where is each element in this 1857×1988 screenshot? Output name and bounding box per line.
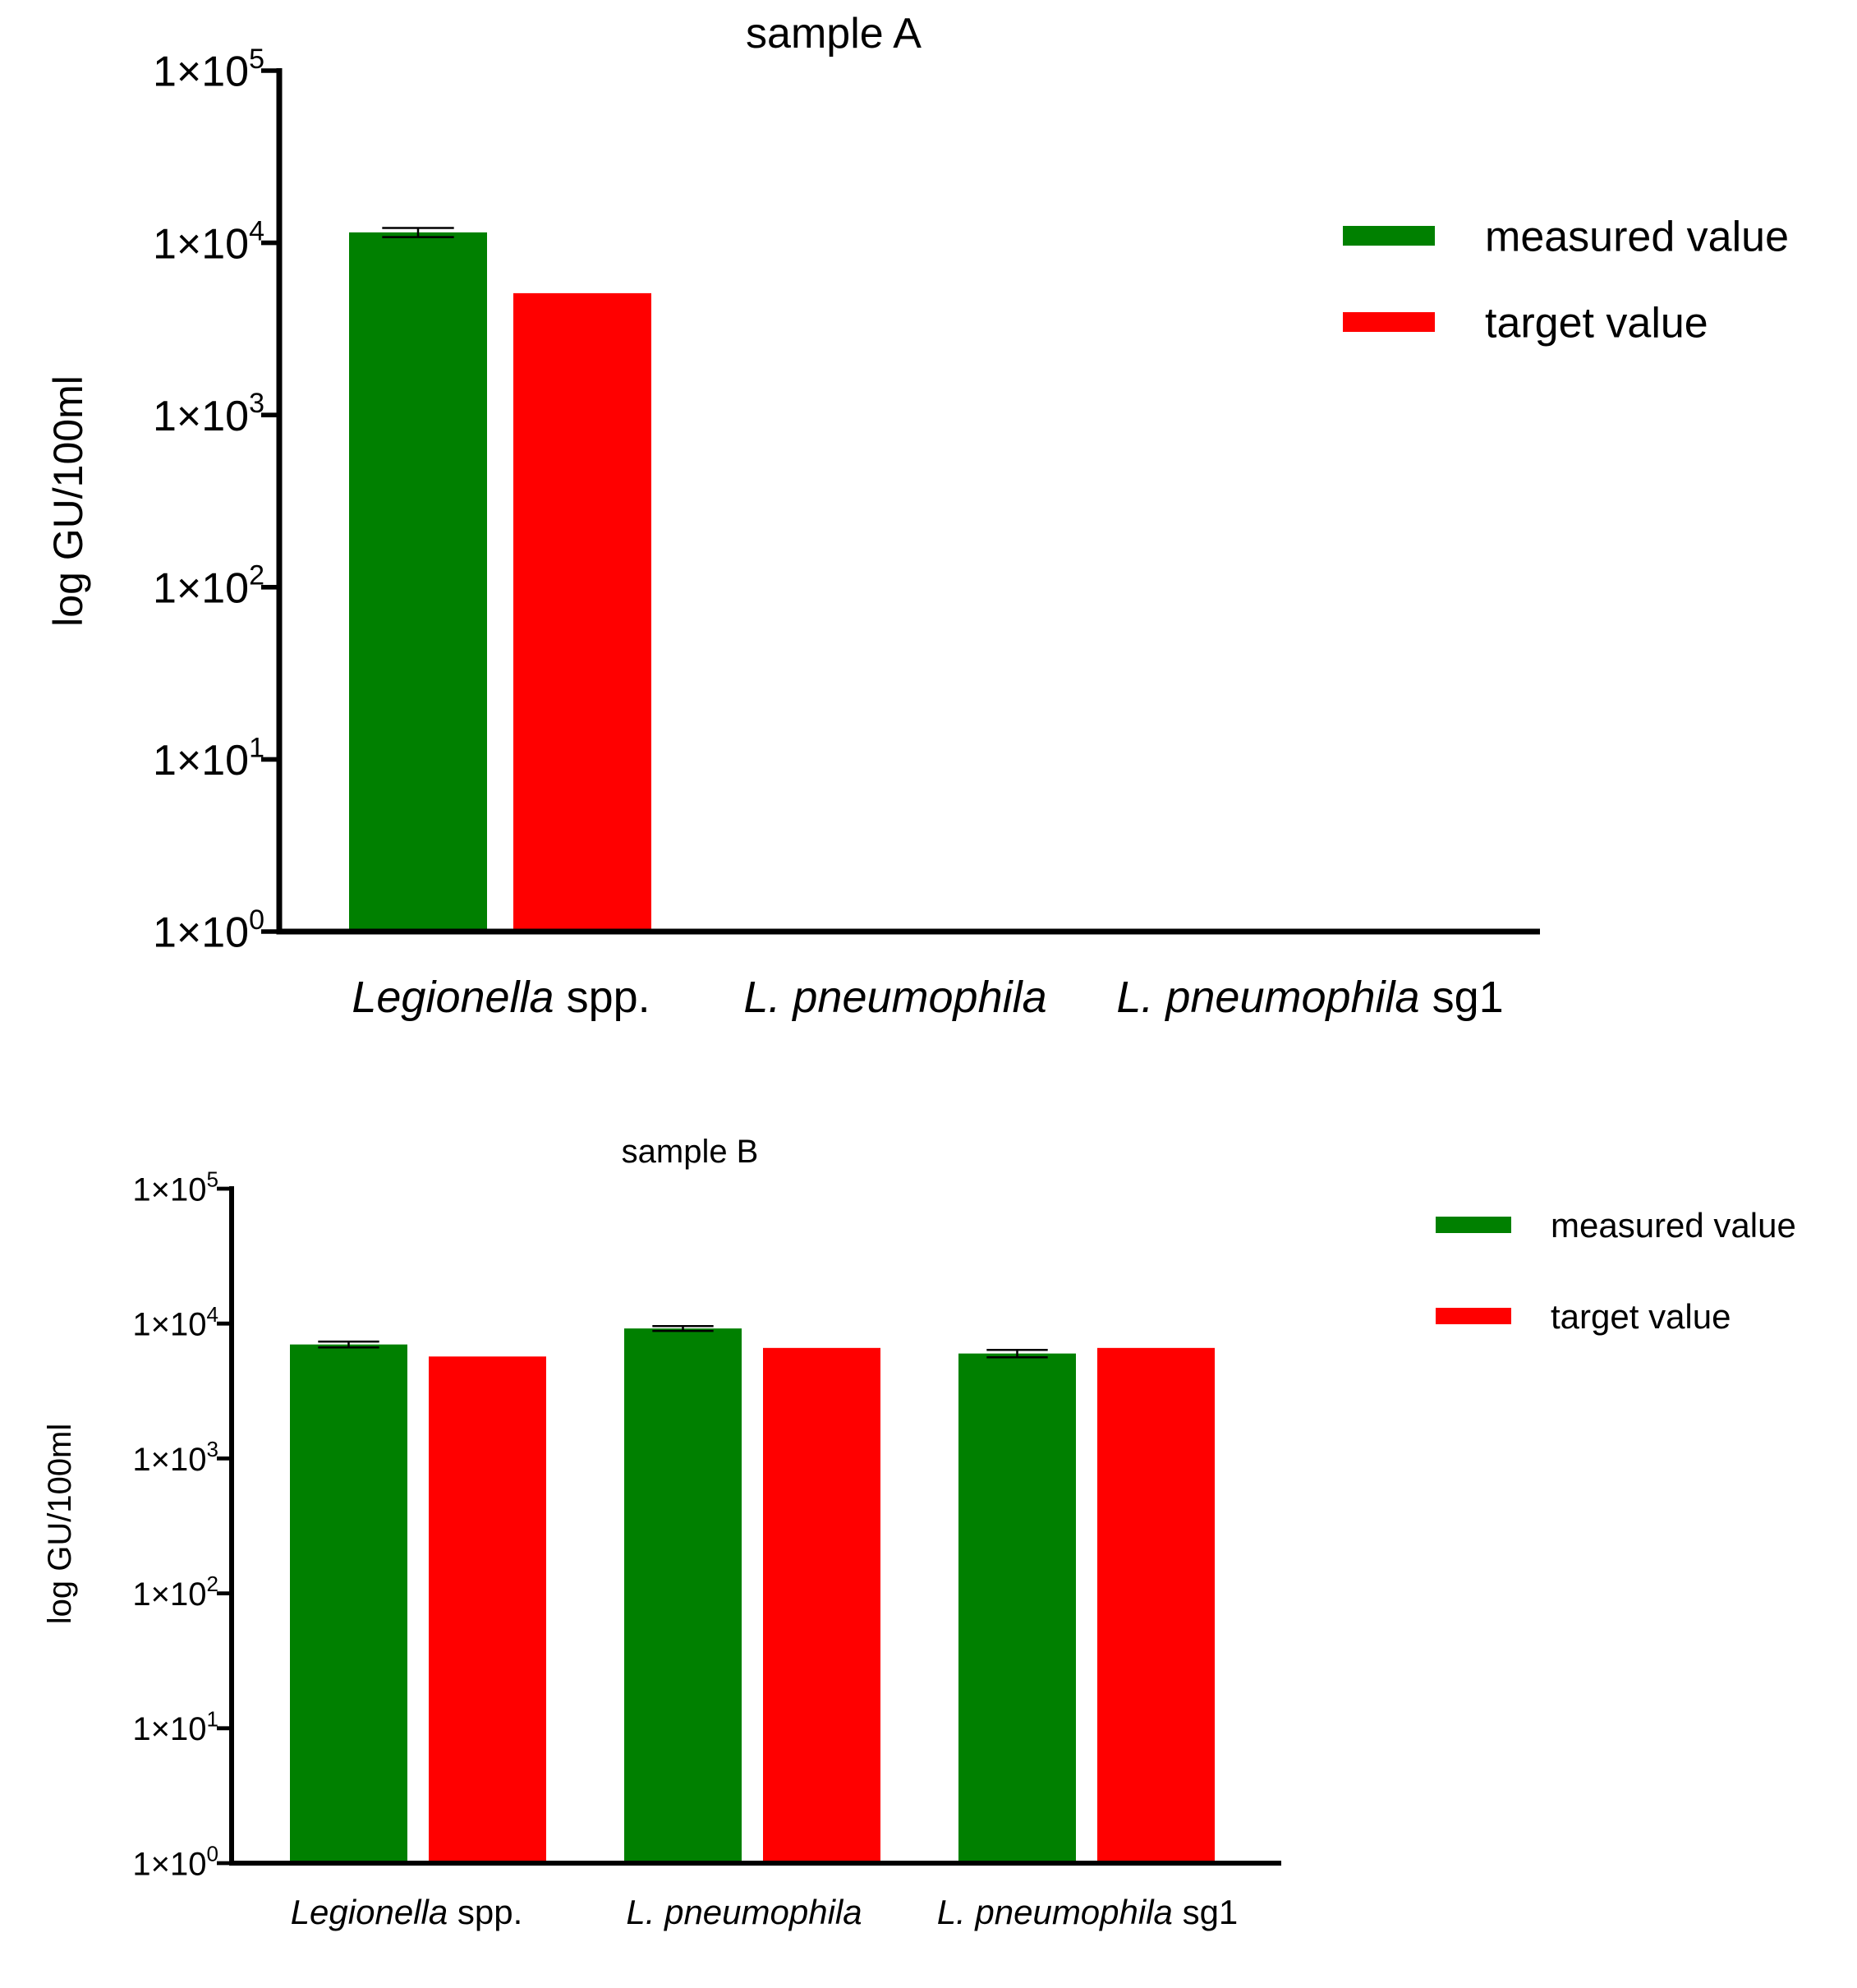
x-tick-label-italic: Legionella — [352, 973, 554, 1022]
y-tick-label: 1×101 — [153, 732, 264, 785]
y-tick-label: 1×104 — [153, 215, 264, 268]
x-tick-label: L. pneumophila sg1 — [1116, 973, 1503, 1022]
y-axis-label: log GU/100ml — [45, 375, 91, 627]
error-bar — [652, 1325, 714, 1332]
y-tick-base: 1×10 — [132, 1711, 206, 1747]
y-tick-label: 1×100 — [132, 1842, 218, 1883]
error-bar — [318, 1340, 379, 1349]
bar-measured — [958, 1353, 1076, 1863]
y-tick-base: 1×10 — [132, 1171, 206, 1208]
y-tick-base: 1×10 — [153, 737, 249, 785]
legend-swatch-target — [1436, 1308, 1511, 1324]
x-tick-label-italic: L. pneumophila — [1116, 973, 1419, 1022]
y-tick-base: 1×10 — [153, 393, 249, 440]
y-tick-label: 1×103 — [132, 1437, 218, 1478]
bar-measured — [624, 1328, 742, 1863]
bar-measured — [349, 232, 487, 932]
y-tick-exponent: 2 — [249, 560, 264, 591]
y-tick-exponent: 0 — [207, 1842, 218, 1866]
y-tick-exponent: 5 — [249, 44, 264, 75]
x-tick-label-suffix: sg1 — [1173, 1893, 1238, 1931]
x-tick-label-italic: L. pneumophila — [743, 973, 1046, 1022]
y-tick-base: 1×10 — [153, 565, 249, 613]
x-tick-label-italic: Legionella — [291, 1893, 448, 1931]
y-axis-label: log GU/100ml — [42, 1424, 78, 1625]
y-tick-exponent: 2 — [207, 1572, 218, 1596]
x-tick-label-italic: L. pneumophila — [626, 1893, 862, 1931]
y-tick-exponent: 4 — [207, 1302, 218, 1327]
y-tick-base: 1×10 — [132, 1576, 206, 1613]
x-tick-label-italic: L. pneumophila — [937, 1893, 1173, 1931]
legend-label-target: target value — [1551, 1297, 1731, 1336]
x-tick-label: L. pneumophila sg1 — [937, 1893, 1239, 1931]
y-tick-label: 1×101 — [132, 1706, 218, 1747]
y-tick-label: 1×104 — [132, 1302, 218, 1343]
y-tick-exponent: 0 — [249, 904, 264, 936]
y-tick-base: 1×10 — [153, 909, 249, 957]
y-tick-base: 1×10 — [132, 1442, 206, 1478]
y-tick-label: 1×105 — [153, 44, 264, 96]
y-tick-label: 1×102 — [153, 560, 264, 613]
x-tick-label: L. pneumophila — [743, 973, 1046, 1022]
y-tick-label: 1×103 — [153, 388, 264, 440]
y-tick-exponent: 3 — [249, 388, 264, 419]
y-tick-exponent: 3 — [207, 1437, 218, 1461]
x-tick-label-suffix: sg1 — [1420, 973, 1504, 1022]
chart-title: sample B — [622, 1134, 759, 1170]
chart-sample-b: sample B log GU/100ml Legionella spp. L. pn… — [42, 1134, 1796, 1931]
y-tick-label: 1×102 — [132, 1572, 218, 1613]
bar-target — [1097, 1347, 1215, 1863]
x-tick-label: Legionella spp. — [291, 1893, 523, 1931]
chart-sample-a: sample A log GU/100ml Legionella spp. L. pn… — [45, 10, 1789, 1022]
bar-target — [429, 1356, 546, 1863]
bar-target — [513, 292, 651, 932]
legend-swatch-target — [1343, 312, 1435, 332]
x-tick-label-suffix: spp. — [448, 1893, 522, 1931]
legend-label-target: target value — [1485, 300, 1708, 347]
y-tick-exponent: 1 — [207, 1706, 218, 1731]
y-tick-exponent: 1 — [249, 732, 264, 763]
bar-measured — [290, 1344, 407, 1863]
y-tick-exponent: 5 — [207, 1167, 218, 1192]
x-tick-label: Legionella spp. — [352, 973, 650, 1022]
legend-swatch-measured — [1436, 1217, 1511, 1233]
x-tick-label: L. pneumophila — [626, 1893, 862, 1931]
y-tick-label: 1×100 — [153, 904, 264, 957]
y-tick-base: 1×10 — [153, 48, 249, 96]
x-tick-label-suffix: spp. — [554, 973, 650, 1022]
bar-target — [763, 1347, 880, 1863]
legend-label-measured: measured value — [1551, 1206, 1796, 1245]
y-tick-label: 1×105 — [132, 1167, 218, 1208]
legend-swatch-measured — [1343, 226, 1435, 246]
chart-title: sample A — [746, 10, 922, 58]
error-bar — [986, 1348, 1048, 1359]
y-tick-base: 1×10 — [153, 220, 249, 268]
y-tick-exponent: 4 — [249, 215, 264, 246]
y-tick-base: 1×10 — [132, 1846, 206, 1882]
error-bar — [382, 227, 454, 238]
y-tick-base: 1×10 — [132, 1307, 206, 1343]
legend-label-measured: measured value — [1485, 214, 1789, 261]
